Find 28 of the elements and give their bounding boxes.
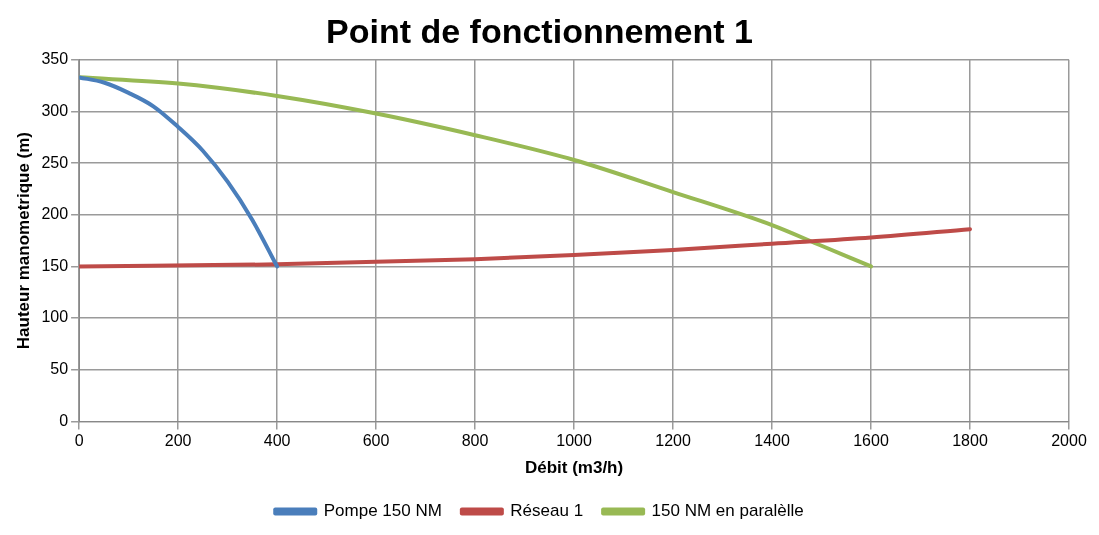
legend-label: 150 NM en paralèlle — [651, 501, 804, 521]
x-tick-label: 800 — [461, 432, 489, 450]
y-tick-label: 50 — [50, 360, 69, 378]
legend-label: Pompe 150 NM — [323, 501, 442, 521]
legend-label: Réseau 1 — [510, 501, 584, 521]
x-tick-label: 2000 — [1051, 432, 1087, 450]
x-tick-label: 1800 — [952, 432, 988, 450]
x-axis-title: Débit (m3/h) — [524, 458, 624, 478]
y-axis-title: Hauteur manometrique (m) — [13, 131, 33, 350]
x-tick-label: 0 — [74, 432, 84, 450]
line-series — [79, 75, 874, 269]
y-tick-label: 150 — [41, 256, 69, 274]
y-tick-label: 300 — [41, 101, 69, 119]
x-tick-label: 1600 — [853, 432, 889, 450]
y-tick-label: 0 — [59, 411, 69, 429]
x-tick-label: 600 — [362, 432, 390, 450]
x-tick-label: 1200 — [655, 432, 691, 450]
x-tick-label: 1000 — [556, 432, 592, 450]
y-tick-label: 350 — [41, 50, 69, 68]
y-tick-label: 250 — [41, 153, 69, 171]
x-tick-label: 200 — [164, 432, 192, 450]
y-tick-label: 100 — [41, 308, 69, 326]
chart-title: Point de fonctionnement 1 — [326, 11, 753, 50]
y-tick-label: 200 — [41, 205, 69, 223]
line-series — [79, 227, 973, 269]
x-tick-label: 1400 — [754, 432, 790, 450]
x-tick-label: 400 — [263, 432, 291, 450]
line-series — [79, 75, 280, 269]
